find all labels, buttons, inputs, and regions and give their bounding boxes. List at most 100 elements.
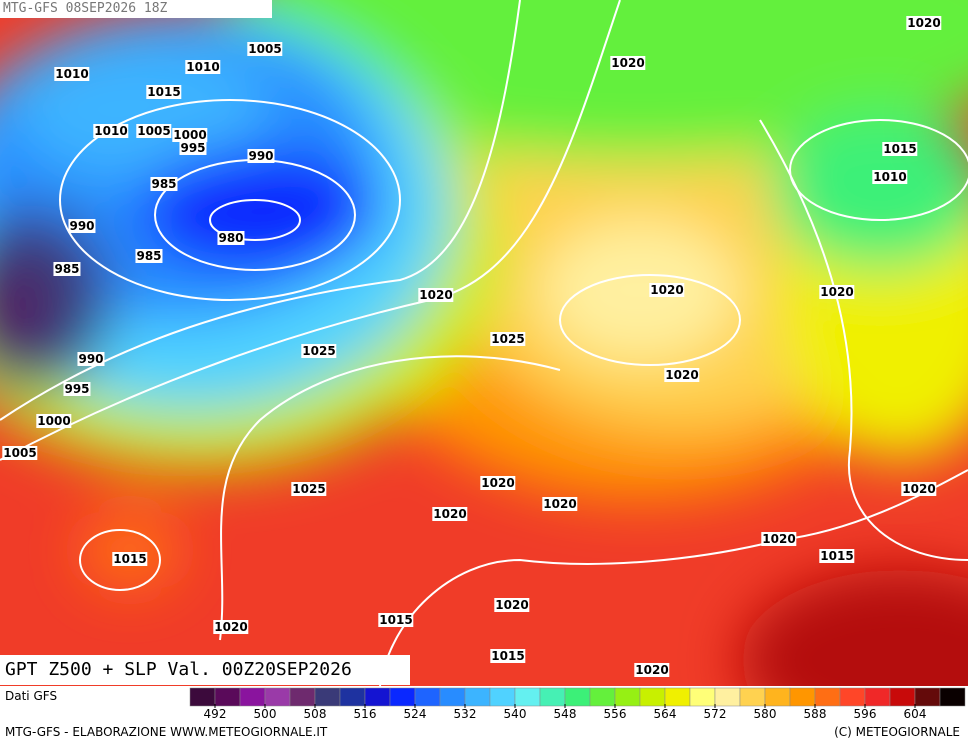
isobar-label: 1010 — [93, 124, 129, 138]
colorbar-swatch — [789, 687, 816, 707]
colorbar-swatch — [939, 687, 966, 707]
colorbar-tick-label: 500 — [253, 707, 277, 721]
isobar-label: 995 — [63, 382, 91, 396]
blob — [0, 210, 110, 390]
blob — [0, 270, 40, 350]
isobar-label: 1010 — [185, 60, 221, 74]
isobar — [59, 99, 401, 301]
isobar-label: 1015 — [490, 649, 526, 663]
colorbar-tick-label: 492 — [203, 707, 227, 721]
isobar — [219, 355, 561, 641]
colorbar-swatch — [814, 687, 841, 707]
colorbar-tick-label: 548 — [553, 707, 577, 721]
colorbar-swatch — [764, 687, 791, 707]
colorbar-tick-label: 596 — [853, 707, 877, 721]
isobar-label: 1010 — [54, 67, 90, 81]
colorbar-tick-label: 532 — [453, 707, 477, 721]
colorbar-tick-label: 516 — [353, 707, 377, 721]
colorbar-tick-label: 588 — [803, 707, 827, 721]
colorbar-swatch — [339, 687, 366, 707]
isobar — [0, 0, 521, 421]
colorbar-swatch — [264, 687, 291, 707]
isobar-label: 1025 — [291, 482, 327, 496]
isobar-label: 1020 — [432, 507, 468, 521]
isobar-label: 1020 — [542, 497, 578, 511]
colorbar-swatch — [364, 687, 391, 707]
isobar-label: 1010 — [872, 170, 908, 184]
color-blobs — [0, 0, 968, 686]
isobar-label: 1015 — [819, 549, 855, 563]
colorbar-swatch — [689, 687, 716, 707]
blob — [140, 150, 380, 270]
isobar-label: 1015 — [112, 552, 148, 566]
colorbar-tick-label: 556 — [603, 707, 627, 721]
colorbar-swatch — [664, 687, 691, 707]
header-title: MTG-GFS 08SEP2026 18Z — [0, 0, 272, 18]
colorbar-tick-label: 564 — [653, 707, 677, 721]
colorbar-swatch — [739, 687, 766, 707]
isobar-label: 1020 — [634, 663, 670, 677]
isobar-label: 1005 — [136, 124, 172, 138]
colorbar-swatch — [564, 687, 591, 707]
height-field — [0, 0, 968, 686]
blob — [770, 110, 968, 270]
colorbar-swatch — [839, 687, 866, 707]
colorbar-tick-label: 580 — [753, 707, 777, 721]
colorbar-tick-label: 508 — [303, 707, 327, 721]
blob — [540, 220, 740, 360]
caption: GPT Z500 + SLP Val. 00Z20SEP2026 — [0, 655, 410, 685]
isobar-label: 1020 — [494, 598, 530, 612]
blob — [740, 570, 968, 686]
isobar-label: 1020 — [819, 285, 855, 299]
isobar — [379, 469, 968, 686]
isobar-label: 1000 — [172, 128, 208, 142]
colorbar-swatch — [589, 687, 616, 707]
isobar — [759, 119, 968, 561]
colorbar-swatch — [914, 687, 941, 707]
isobar — [209, 199, 301, 241]
colorbar-swatch — [239, 687, 266, 707]
footer-left: MTG-GFS - ELABORAZIONE WWW.METEOGIORNALE… — [5, 725, 328, 739]
isobar-label: 1025 — [301, 344, 337, 358]
isobar-label: 985 — [150, 177, 178, 191]
source: Dati GFS — [5, 689, 58, 703]
isobar-label: 990 — [68, 219, 96, 233]
map — [0, 0, 968, 686]
colorbar-swatch — [514, 687, 541, 707]
colorbar-swatch — [639, 687, 666, 707]
colorbar-tick-label: 524 — [403, 707, 427, 721]
isobar-label: 985 — [135, 249, 163, 263]
colorbar-tick-label: 604 — [903, 707, 927, 721]
colorbar-swatch — [889, 687, 916, 707]
colorbar-swatch — [614, 687, 641, 707]
blob — [80, 510, 180, 590]
colorbar-tick-label: 540 — [503, 707, 527, 721]
colorbar-swatch — [414, 687, 441, 707]
isobar-label: 1015 — [882, 142, 918, 156]
isobar — [559, 274, 741, 366]
colorbar-swatch — [714, 687, 741, 707]
isobar-label: 1020 — [480, 476, 516, 490]
colorbar-swatch — [289, 687, 316, 707]
isobar-label: 1000 — [36, 414, 72, 428]
isobar-label: 1020 — [610, 56, 646, 70]
isobar-label: 1020 — [213, 620, 249, 634]
colorbar-swatch — [389, 687, 416, 707]
colorbar — [189, 687, 966, 708]
isobar-label: 1020 — [901, 482, 937, 496]
isobar — [79, 529, 161, 591]
colorbar-tick-label: 572 — [703, 707, 727, 721]
isobar-label: 990 — [77, 352, 105, 366]
colorbar-swatch — [864, 687, 891, 707]
isobar-label: 1015 — [378, 613, 414, 627]
colorbar-swatch — [489, 687, 516, 707]
isobar-label: 1020 — [664, 368, 700, 382]
isobar-label: 1020 — [649, 283, 685, 297]
isobar-label: 1020 — [906, 16, 942, 30]
colorbar-swatch — [539, 687, 566, 707]
footer-right: (C) METEOGIORNALE — [834, 725, 960, 739]
isobar — [789, 119, 968, 221]
isobar-label: 1025 — [490, 332, 526, 346]
isobar-label: 1020 — [761, 532, 797, 546]
